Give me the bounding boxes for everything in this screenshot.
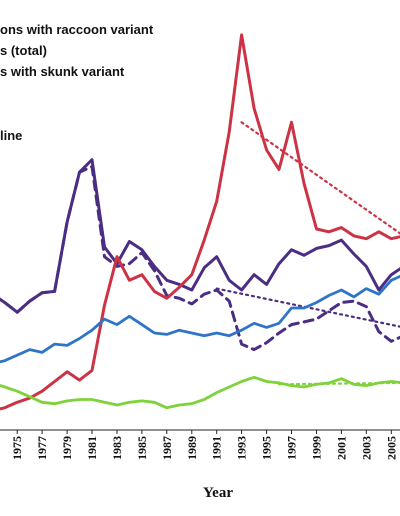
x-axis-title: Year (203, 485, 233, 501)
x-tick-label-1975: 1975 (10, 436, 24, 460)
legend-entry-raccoon: ons with raccoon variant (0, 22, 154, 37)
x-tick-label-1983: 1983 (110, 436, 124, 460)
x-tick-label-1979: 1979 (60, 436, 74, 460)
x-tick-label-1985: 1985 (135, 436, 149, 460)
x-tick-label-1995: 1995 (260, 436, 274, 460)
legend: ons with raccoon variant s (total) s wit… (0, 22, 154, 143)
x-tick-label-1993: 1993 (235, 436, 249, 460)
series-line-raccoon (0, 33, 400, 411)
series-line-blue (0, 274, 400, 364)
legend-entry-trendline: line (0, 128, 22, 143)
trendline-total (215, 287, 400, 328)
x-tick-label-1977: 1977 (35, 436, 49, 460)
x-tick-labels: 1975 1977 1979 1981 1983 1985 1987 1989 1991 1993… (10, 430, 398, 460)
x-tick-label-1991: 1991 (210, 436, 224, 460)
x-tick-label-2003: 2003 (359, 436, 373, 460)
x-tick-label-1989: 1989 (185, 436, 199, 460)
series-line-total_dashed (0, 165, 400, 352)
series-points-blue (4, 280, 392, 361)
x-tick-label-2005: 2005 (384, 436, 398, 460)
series-line-green (0, 375, 400, 410)
x-tick-label-1981: 1981 (85, 436, 99, 460)
plot-area (0, 33, 400, 411)
series-points-total_dashed (4, 166, 392, 350)
series-points-raccoon (4, 34, 392, 408)
legend-entry-skunk: s with skunk variant (0, 64, 125, 79)
series-points-green (4, 377, 392, 408)
x-tick-label-1997: 1997 (285, 436, 299, 460)
x-tick-label-2001: 2001 (334, 436, 348, 460)
x-tick-label-1999: 1999 (310, 436, 324, 460)
trendline-raccoon (240, 121, 400, 235)
x-axis: 1975 1977 1979 1981 1983 1985 1987 1989 1991 1993… (0, 429, 400, 501)
legend-entry-total: s (total) (0, 43, 47, 58)
x-tick-label-1987: 1987 (160, 436, 174, 460)
